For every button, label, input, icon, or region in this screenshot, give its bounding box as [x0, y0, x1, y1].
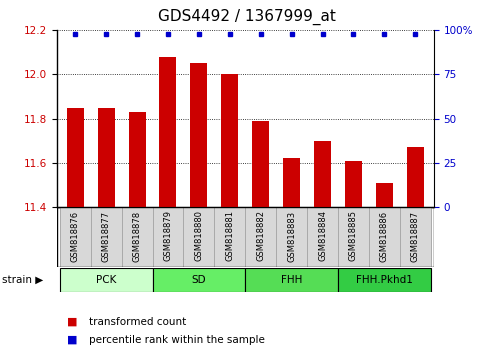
- Text: GSM818887: GSM818887: [411, 210, 420, 262]
- Bar: [152, 207, 183, 267]
- Text: percentile rank within the sample: percentile rank within the sample: [89, 335, 265, 345]
- Bar: [307, 207, 338, 267]
- Text: ■: ■: [67, 317, 77, 327]
- Text: GSM818876: GSM818876: [70, 210, 80, 262]
- Bar: [190, 63, 208, 207]
- Bar: [214, 207, 245, 267]
- Text: GDS4492 / 1367999_at: GDS4492 / 1367999_at: [158, 9, 335, 25]
- Text: GSM818882: GSM818882: [256, 211, 265, 262]
- Text: GSM818883: GSM818883: [287, 210, 296, 262]
- Text: PCK: PCK: [96, 275, 116, 285]
- Text: GSM818886: GSM818886: [380, 210, 389, 262]
- Text: SD: SD: [192, 275, 206, 285]
- Bar: [245, 268, 338, 292]
- Bar: [407, 147, 424, 207]
- Text: transformed count: transformed count: [89, 317, 186, 327]
- Bar: [60, 207, 91, 267]
- Bar: [369, 207, 400, 267]
- Bar: [338, 268, 431, 292]
- Text: strain ▶: strain ▶: [2, 275, 44, 285]
- Bar: [129, 112, 145, 207]
- Text: FHH: FHH: [281, 275, 302, 285]
- Bar: [376, 183, 393, 207]
- Text: ■: ■: [67, 335, 77, 345]
- Text: GSM818878: GSM818878: [133, 210, 141, 262]
- Bar: [122, 207, 152, 267]
- Bar: [276, 207, 307, 267]
- Text: GSM818885: GSM818885: [349, 211, 358, 262]
- Bar: [91, 207, 122, 267]
- Bar: [338, 207, 369, 267]
- Bar: [283, 159, 300, 207]
- Bar: [159, 57, 176, 207]
- Text: GSM818880: GSM818880: [194, 211, 204, 262]
- Bar: [183, 207, 214, 267]
- Bar: [221, 74, 238, 207]
- Bar: [400, 207, 431, 267]
- Bar: [98, 108, 115, 207]
- Bar: [60, 268, 152, 292]
- Bar: [67, 108, 84, 207]
- Bar: [245, 207, 276, 267]
- Text: GSM818877: GSM818877: [102, 210, 110, 262]
- Bar: [345, 161, 362, 207]
- Text: GSM818881: GSM818881: [225, 211, 234, 262]
- Text: GSM818879: GSM818879: [164, 211, 173, 262]
- Bar: [314, 141, 331, 207]
- Text: FHH.Pkhd1: FHH.Pkhd1: [356, 275, 413, 285]
- Bar: [252, 121, 269, 207]
- Bar: [152, 268, 246, 292]
- Text: GSM818884: GSM818884: [318, 211, 327, 262]
